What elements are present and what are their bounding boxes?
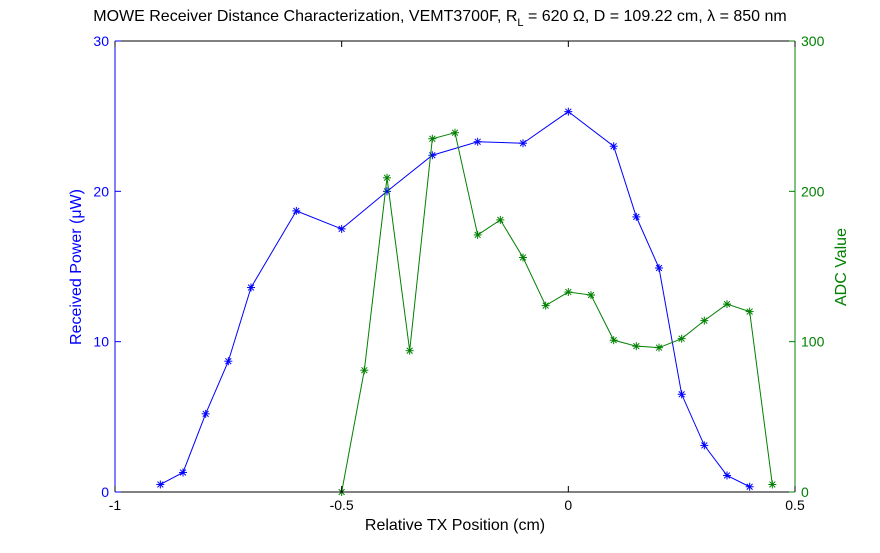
data-point <box>564 288 573 297</box>
data-point <box>224 357 233 366</box>
data-point <box>700 316 709 325</box>
data-point <box>609 142 618 151</box>
data-point <box>677 334 686 343</box>
data-point <box>428 134 437 143</box>
data-point <box>677 390 686 399</box>
data-point <box>247 283 255 292</box>
received-power-series <box>156 107 754 491</box>
data-point <box>723 300 731 309</box>
data-point <box>519 253 527 262</box>
data-point <box>292 206 301 215</box>
data-point <box>655 343 663 352</box>
x-tick-label: -1 <box>109 497 122 513</box>
x-tick-label: 0.5 <box>785 497 805 513</box>
data-point <box>428 151 437 160</box>
x-tick-label: 0 <box>564 497 572 513</box>
series-line <box>341 132 773 493</box>
y-left-tick-label: 0 <box>101 484 109 500</box>
data-point <box>768 480 777 489</box>
data-point <box>632 342 641 351</box>
y-left-tick-label: 30 <box>93 33 109 49</box>
data-point <box>519 139 527 148</box>
y-left-tick-label: 20 <box>93 183 109 199</box>
data-point <box>745 482 754 491</box>
y-left-tick-label: 10 <box>93 334 109 350</box>
data-point <box>156 480 165 489</box>
data-point <box>609 336 618 345</box>
data-point <box>587 291 595 300</box>
data-point <box>541 301 550 310</box>
y-right-tick-label: 200 <box>801 183 825 199</box>
x-axis-label: Relative TX Position (cm) <box>365 517 545 534</box>
data-point <box>473 137 482 146</box>
data-point <box>564 107 573 116</box>
series-line <box>160 111 750 488</box>
y-right-tick-label: 100 <box>801 334 825 350</box>
data-point <box>496 215 505 224</box>
y-right-tick-label: 300 <box>801 33 825 49</box>
y-right-tick-label: 0 <box>801 484 809 500</box>
data-point <box>473 230 482 239</box>
data-point <box>383 187 391 196</box>
chart-title-subscript: L <box>517 17 523 29</box>
data-point <box>360 366 369 375</box>
data-point <box>405 346 414 355</box>
data-point <box>700 441 709 450</box>
y-axis-label-right: ADC Value <box>833 228 850 306</box>
data-point <box>201 409 210 418</box>
data-point <box>337 224 346 233</box>
data-point <box>451 128 459 137</box>
data-point <box>745 307 754 316</box>
data-point <box>655 264 663 273</box>
chart-title-prefix: MOWE Receiver Distance Characterization,… <box>93 8 517 25</box>
chart-title: MOWE Receiver Distance Characterization,… <box>93 8 786 29</box>
data-point <box>179 468 187 477</box>
data-point <box>632 212 641 221</box>
data-point <box>723 471 731 480</box>
adc-value-series <box>337 128 777 496</box>
chart-title-suffix: = 620 Ω, D = 109.22 cm, λ = 850 nm <box>524 8 787 25</box>
data-point <box>383 173 391 182</box>
y-axis-label-left: Received Power (μW) <box>68 189 85 345</box>
x-tick-label: -0.5 <box>330 497 354 513</box>
series-layer <box>156 107 777 496</box>
